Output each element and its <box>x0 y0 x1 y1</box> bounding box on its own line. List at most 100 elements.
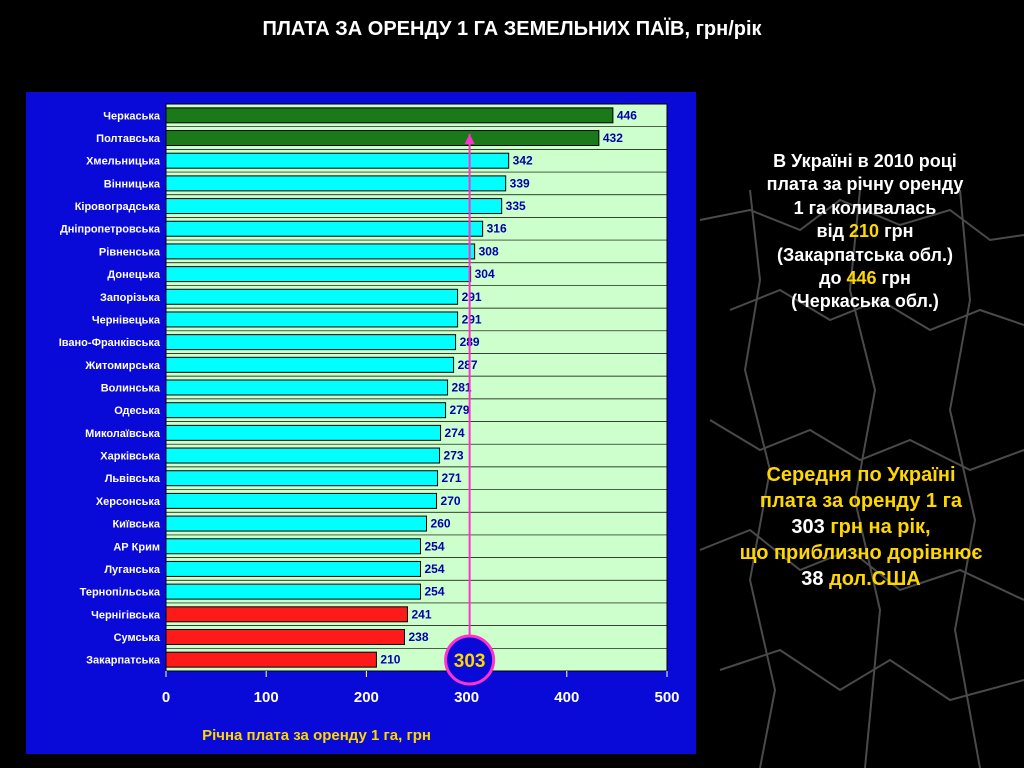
category-label: Полтавська <box>96 133 161 145</box>
x-tick-label: 100 <box>254 689 279 706</box>
bar <box>165 606 408 623</box>
x-tick-label: 200 <box>354 689 379 706</box>
bar <box>165 130 600 147</box>
data-label: 291 <box>462 290 482 304</box>
note1-line2: плата за річну оренду <box>766 174 964 195</box>
category-label: Харківська <box>100 451 161 463</box>
category-label: Миколаївська <box>85 428 161 440</box>
note1-max-value: 446 <box>846 267 877 288</box>
note2-line2: плата за оренду 1 га <box>759 490 963 512</box>
bar <box>165 243 476 260</box>
category-label: Чернівецька <box>92 314 161 326</box>
bar <box>165 538 422 555</box>
bar <box>165 402 447 419</box>
category-label: Івано-Франківська <box>59 337 161 349</box>
bar <box>165 198 503 215</box>
note1-line6: до 446 грн <box>730 267 1000 290</box>
bar <box>165 107 614 124</box>
data-label: 308 <box>479 244 499 258</box>
note1-unit2: грн <box>876 267 911 288</box>
data-label: 210 <box>380 653 400 667</box>
average-badge <box>444 634 496 686</box>
bar <box>165 628 405 645</box>
bar <box>165 583 422 600</box>
data-label: 279 <box>450 403 470 417</box>
note2-usd-unit: дол.США <box>823 568 921 590</box>
bar <box>165 447 441 464</box>
ukraine-map-background <box>699 190 1024 768</box>
category-label: Чернігівська <box>91 609 161 621</box>
data-label: 342 <box>513 154 533 168</box>
data-label: 281 <box>452 381 472 395</box>
range-note: В Україні в 2010 році плата за річну оре… <box>730 150 1000 314</box>
note2-line1: Середня по Україні <box>766 464 956 486</box>
x-tick-label: 500 <box>654 689 679 706</box>
bar <box>165 266 472 283</box>
category-label: Волинська <box>101 383 161 395</box>
category-label: Черкаська <box>103 110 161 122</box>
note1-to: до <box>819 267 847 288</box>
bar-chart: Черкаська 446 Полтавська 432 Хмельницька 342 В… <box>59 103 680 744</box>
category-label: Донецька <box>107 269 160 281</box>
bar <box>165 470 439 487</box>
category-label: Вінницька <box>104 178 161 190</box>
bar <box>165 334 457 351</box>
average-arrowhead <box>464 134 475 144</box>
data-label: 432 <box>603 131 623 145</box>
bar <box>165 152 510 169</box>
x-tick-label: 0 <box>162 689 170 706</box>
data-label: 339 <box>510 176 530 190</box>
bar <box>165 492 438 509</box>
bar <box>165 220 484 237</box>
category-label: Київська <box>112 519 160 531</box>
category-label: Луганська <box>104 564 161 576</box>
note2-line4: що приблизно дорівнює <box>739 542 983 564</box>
category-label: Рівненська <box>99 246 161 258</box>
data-label: 254 <box>425 562 445 576</box>
data-label: 260 <box>431 517 451 531</box>
category-label: Сумська <box>114 632 161 644</box>
data-label: 270 <box>441 494 461 508</box>
bar <box>165 424 442 441</box>
note1-line4: від 210 грн <box>730 220 1000 243</box>
data-label: 335 <box>506 199 526 213</box>
bar <box>165 175 507 192</box>
data-label: 271 <box>442 471 462 485</box>
category-label: Львівська <box>105 473 161 485</box>
data-label: 254 <box>425 585 445 599</box>
category-label: Кіровоградська <box>75 201 161 213</box>
data-label: 287 <box>458 358 478 372</box>
x-axis-title: Річна плата за оренду 1 га, грн <box>202 727 431 744</box>
bar <box>165 356 455 373</box>
bar <box>165 560 422 577</box>
chart-panel: Черкаська 446 Полтавська 432 Хмельницька 342 В… <box>26 92 696 754</box>
average-note: Середня по Україні плата за оренду 1 га … <box>698 462 1024 592</box>
note1-min-value: 210 <box>849 221 880 242</box>
category-label: Житомирська <box>84 360 161 372</box>
bar <box>165 515 428 532</box>
note1-line7: (Черкаська обл.) <box>791 291 939 312</box>
category-label: Одеська <box>114 405 161 417</box>
data-label: 446 <box>617 108 637 122</box>
data-label: 274 <box>445 426 465 440</box>
data-label: 254 <box>425 539 445 553</box>
data-label: 316 <box>487 222 507 236</box>
note2-avg-unit: грн на рік, <box>824 516 931 538</box>
category-label: АР Крим <box>113 541 160 553</box>
note2-usd-value: 38 <box>801 568 824 590</box>
data-label: 241 <box>411 607 431 621</box>
data-label: 304 <box>475 267 495 281</box>
category-label: Дніпропетровська <box>60 224 161 236</box>
data-label: 273 <box>444 449 464 463</box>
page-title: ПЛАТА ЗА ОРЕНДУ 1 ГА ЗЕМЕЛЬНИХ ПАЇВ, грн… <box>262 18 762 40</box>
note1-from: від <box>816 221 850 242</box>
bar <box>165 651 377 668</box>
category-label: Запорізька <box>100 292 161 304</box>
category-label: Херсонська <box>96 496 161 508</box>
note1-unit1: грн <box>879 221 914 242</box>
bar <box>165 288 459 305</box>
note1-line1: В Україні в 2010 році <box>773 151 957 171</box>
category-label: Хмельницька <box>86 156 161 168</box>
average-label: 303 <box>454 651 486 672</box>
data-label: 291 <box>462 312 482 326</box>
